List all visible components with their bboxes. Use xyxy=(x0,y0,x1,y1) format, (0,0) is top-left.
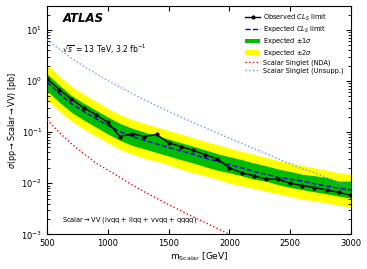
Text: Scalar$\rightarrow$VV (lvqq + llqq + vvqq + qqqq): Scalar$\rightarrow$VV (lvqq + llqq + vvq… xyxy=(62,215,197,225)
Y-axis label: $\sigma$(pp$\rightarrow$Scalar$\rightarrow$VV) [pb]: $\sigma$(pp$\rightarrow$Scalar$\rightarr… xyxy=(6,71,19,168)
X-axis label: m$_{\mathrm{Scalar}}$ [GeV]: m$_{\mathrm{Scalar}}$ [GeV] xyxy=(170,251,228,263)
Text: $\sqrt{s}$ = 13 TeV, 3.2 fb$^{-1}$: $\sqrt{s}$ = 13 TeV, 3.2 fb$^{-1}$ xyxy=(62,42,147,56)
Legend: Observed $CL_S$ limit, Expected $CL_S$ limit, Expected $\pm 1\sigma$, Expected $: Observed $CL_S$ limit, Expected $CL_S$ l… xyxy=(244,11,345,76)
Text: ATLAS: ATLAS xyxy=(62,12,103,25)
